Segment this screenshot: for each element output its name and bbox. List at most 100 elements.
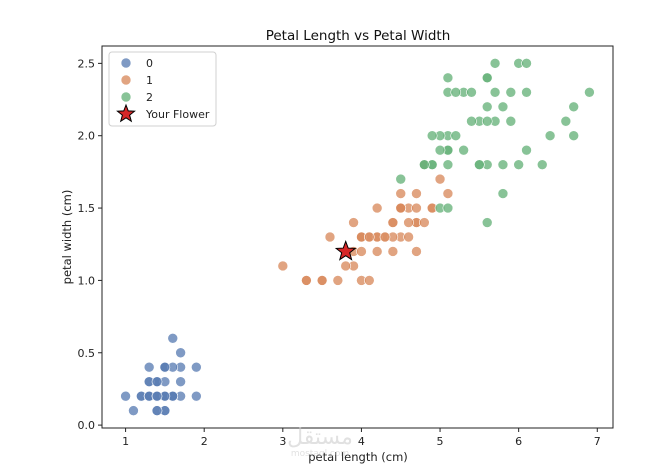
data-point — [151, 405, 163, 416]
data-point — [505, 115, 517, 127]
y-tick-label: 1.5 — [78, 202, 96, 215]
data-point — [387, 246, 399, 257]
data-point — [521, 144, 532, 156]
data-point — [481, 101, 493, 113]
data-point — [151, 376, 163, 387]
data-point — [175, 376, 186, 387]
data-point — [128, 405, 139, 416]
x-tick-label: 3 — [279, 435, 286, 448]
data-point — [568, 101, 579, 113]
data-point — [442, 188, 454, 199]
data-point — [301, 275, 312, 286]
data-point — [411, 246, 422, 257]
y-tick-label: 2.0 — [78, 130, 96, 143]
highlight-marker-layer — [334, 240, 357, 261]
legend-marker-2 — [120, 91, 132, 103]
legend-marker-1 — [120, 74, 132, 86]
data-point — [340, 260, 352, 272]
legend-box — [108, 51, 217, 127]
x-tick-label: 2 — [201, 435, 208, 448]
legend-label-your-flower: Your Flower — [145, 108, 210, 121]
legend-label-2: 2 — [146, 91, 153, 104]
data-point — [481, 115, 493, 127]
data-point — [363, 231, 375, 243]
data-point — [442, 202, 454, 214]
y-tick-label: 1.0 — [78, 274, 96, 287]
x-axis: 1 2 3 4 5 6 7 — [122, 428, 601, 448]
data-point — [481, 72, 493, 84]
y-tick-label: 0.0 — [78, 419, 96, 432]
data-point — [481, 217, 493, 228]
series-2 — [395, 58, 595, 228]
data-point — [434, 173, 446, 185]
data-point — [489, 87, 501, 98]
legend: 0 1 2 Your Flower — [108, 51, 217, 127]
chart-title: Petal Length vs Petal Width — [266, 28, 451, 44]
data-point — [513, 159, 524, 170]
data-point — [371, 246, 383, 257]
data-point — [167, 332, 179, 344]
watermark-url: mostaql.com — [291, 449, 349, 459]
legend-label-0: 0 — [146, 57, 153, 70]
data-point — [371, 202, 383, 214]
watermark-logo-text: مستقل — [287, 425, 353, 450]
data-point — [497, 101, 509, 113]
data-point — [560, 115, 572, 127]
data-point — [395, 173, 407, 185]
data-point — [277, 260, 289, 272]
x-tick-label: 4 — [358, 435, 365, 448]
data-point — [505, 87, 517, 98]
data-point — [403, 217, 414, 228]
x-tick-label: 1 — [122, 435, 129, 448]
plot-frame — [101, 45, 614, 429]
data-point — [379, 231, 391, 243]
data-point — [387, 217, 399, 228]
data-point — [497, 188, 509, 199]
y-tick-label: 2.5 — [78, 57, 96, 70]
y-tick-label: 0.5 — [78, 347, 96, 360]
data-point — [411, 202, 422, 214]
data-point — [458, 144, 469, 156]
data-point — [419, 217, 430, 228]
data-point — [348, 217, 359, 228]
data-point — [175, 347, 186, 359]
data-point — [568, 130, 579, 142]
data-point — [536, 159, 548, 170]
data-point — [489, 58, 501, 69]
y-axis: 0.0 0.5 1.0 1.5 2.0 2.5 — [78, 57, 102, 432]
data-point — [466, 115, 477, 127]
series-0 — [120, 332, 202, 416]
data-point — [332, 275, 344, 286]
data-point — [521, 87, 532, 98]
data-point — [450, 87, 462, 98]
data-point — [324, 231, 336, 243]
data-point — [395, 188, 407, 199]
data-point — [316, 275, 328, 286]
data-point — [151, 390, 163, 402]
x-tick-label: 6 — [515, 435, 522, 448]
data-point — [120, 390, 131, 402]
data-point — [442, 159, 454, 170]
data-point — [450, 130, 462, 142]
data-point — [466, 87, 477, 98]
data-point — [403, 231, 414, 243]
data-point — [544, 130, 556, 142]
legend-label-1: 1 — [146, 74, 153, 87]
data-point — [442, 72, 454, 84]
data-point — [191, 390, 202, 402]
data-point — [434, 144, 446, 156]
x-axis-label: petal length (cm) — [308, 450, 408, 464]
data-point — [497, 159, 509, 170]
legend-marker-your-flower — [116, 103, 136, 123]
data-point — [363, 275, 375, 286]
scatter-points — [120, 58, 595, 416]
data-point — [419, 159, 430, 170]
data-point — [474, 159, 485, 170]
data-point — [426, 130, 438, 142]
data-point — [356, 246, 367, 257]
data-point — [159, 361, 171, 373]
your-flower-marker — [334, 240, 357, 261]
x-tick-label: 5 — [437, 435, 444, 448]
y-axis-label: petal width (cm) — [60, 190, 74, 285]
